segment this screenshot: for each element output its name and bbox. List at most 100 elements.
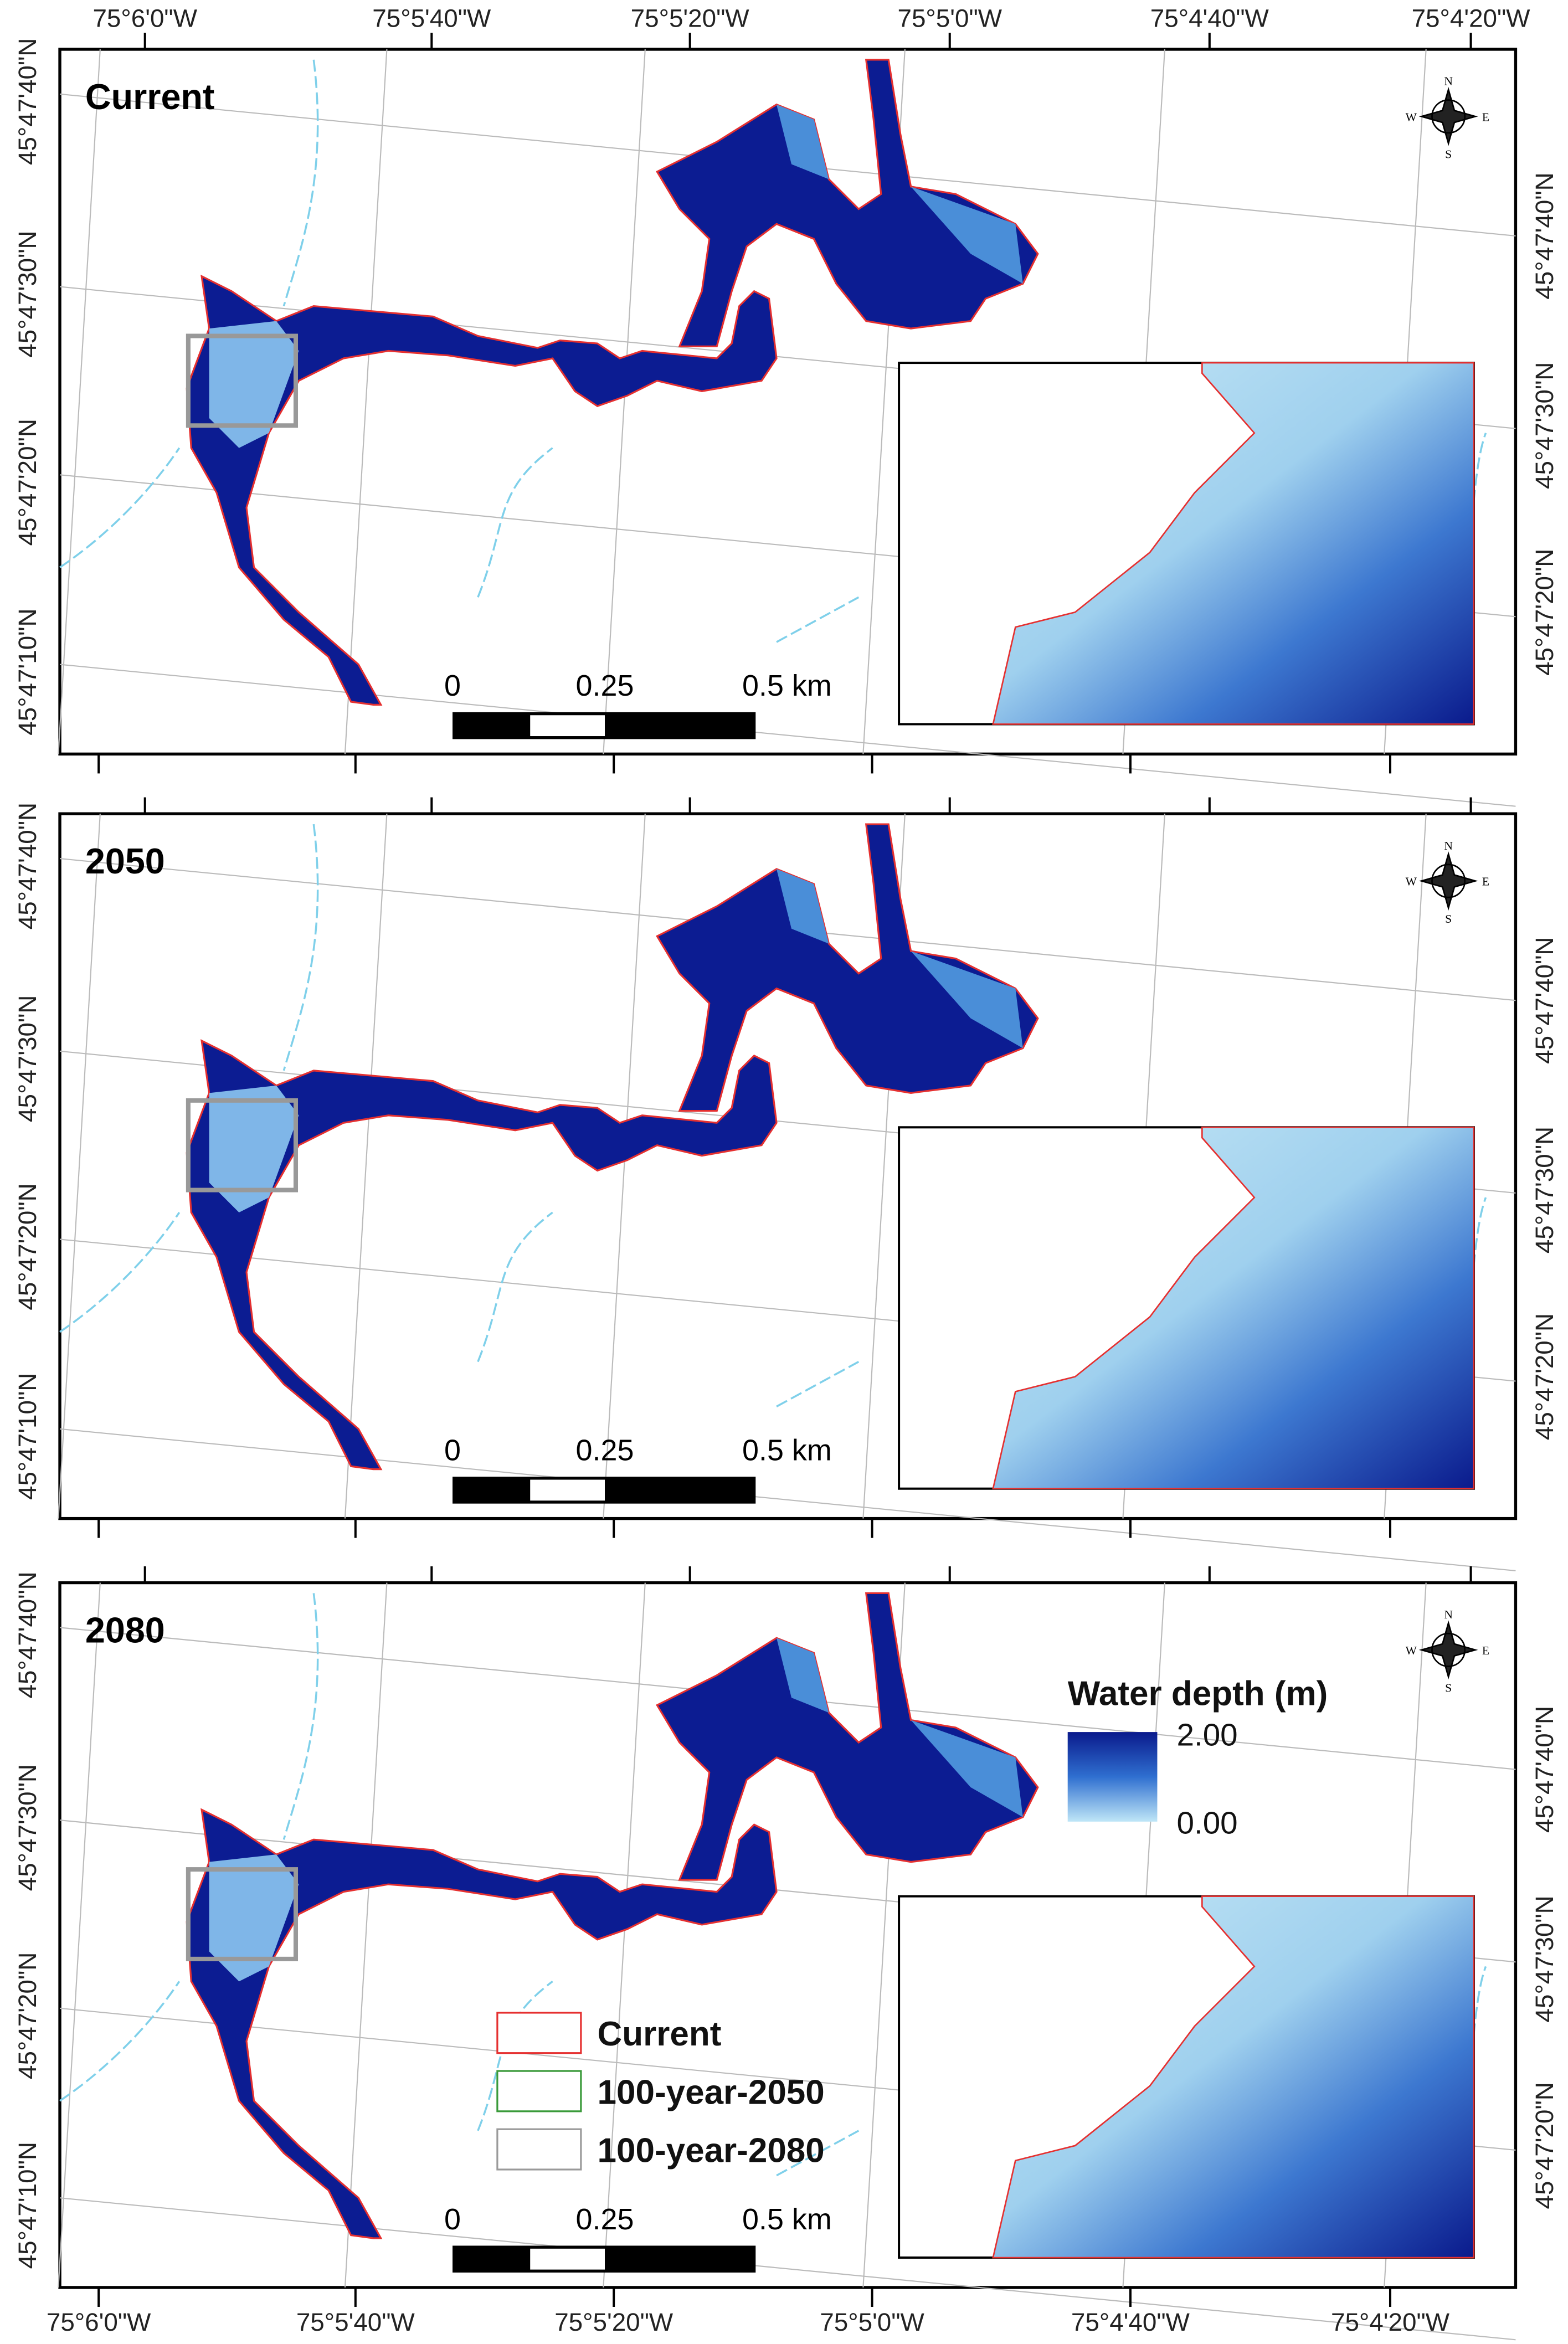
lat-label: 45°47'20"N — [1530, 549, 1559, 676]
compass-w: W — [1406, 1644, 1417, 1657]
graticule — [344, 814, 388, 1519]
map-panel: 0 0.25 0.5 km 2050 N S E W 45°47'40"N 45°47'30"N 4… — [13, 797, 1559, 1572]
lon-label: 75°5'40"W — [296, 2308, 415, 2336]
legend-label: 100-year-2050 — [598, 2073, 825, 2111]
lat-label: 45°47'20"N — [13, 419, 42, 546]
legend-swatch — [496, 2012, 582, 2054]
compass-ring — [1431, 863, 1466, 898]
compass-s: S — [1445, 912, 1452, 926]
graticule — [59, 1428, 1516, 1572]
colorbar — [1067, 1732, 1158, 1822]
lat-label: 45°47'20"N — [13, 1952, 42, 2079]
colorbar-max: 2.00 — [1176, 1717, 1237, 1752]
scale-label: 0 — [444, 1433, 461, 1467]
lon-label: 75°5'20"W — [554, 2308, 674, 2336]
compass-ring — [1431, 1632, 1466, 1667]
lat-label: 45°47'40"N — [13, 803, 42, 929]
scale-label: 0.5 km — [742, 669, 832, 702]
lon-label: 75°4'20"W — [1412, 4, 1531, 33]
lon-label: 75°5'0"W — [897, 4, 1002, 33]
lat-label: 45°47'20"N — [1530, 1313, 1559, 1440]
lon-label: 75°4'40"W — [1150, 4, 1269, 33]
lat-label: 45°47'10"N — [13, 608, 42, 735]
lon-label: 75°5'0"W — [820, 2308, 924, 2336]
compass-e: E — [1482, 875, 1489, 888]
legend-label: 100-year-2080 — [598, 2132, 825, 2170]
legend-swatch — [496, 2070, 582, 2112]
compass-n: N — [1444, 839, 1453, 852]
compass-w: W — [1406, 875, 1417, 888]
compass-rose — [1418, 1620, 1478, 1680]
colorbar-min: 0.00 — [1176, 1805, 1237, 1840]
panel-title: 2080 — [85, 1610, 165, 1650]
lat-label: 45°47'40"N — [1530, 172, 1559, 299]
lat-label: 45°47'10"N — [13, 1373, 42, 1500]
scale-bar — [530, 715, 605, 737]
compass: N S E W — [1406, 1608, 1490, 1694]
compass-rose — [1418, 86, 1478, 146]
map-panel: 0 0.25 0.5 km Current N S E W 45°47'40"N 45°47'30… — [13, 4, 1559, 807]
lat-label: 45°47'40"N — [1530, 937, 1559, 1064]
lon-label: 75°5'20"W — [631, 4, 750, 33]
inset-box — [186, 333, 299, 428]
lat-label: 45°47'30"N — [1530, 1127, 1559, 1253]
lat-label: 45°47'20"N — [13, 1183, 42, 1310]
compass-rose — [1418, 851, 1478, 911]
compass-n: N — [1444, 75, 1453, 88]
graticule — [58, 814, 101, 1519]
lat-label: 45°47'10"N — [13, 2142, 42, 2269]
scale-label: 0.5 km — [742, 2203, 832, 2236]
compass-e: E — [1482, 1644, 1489, 1657]
compass: N S E W — [1406, 839, 1490, 926]
compass-s: S — [1445, 148, 1452, 161]
lat-label: 45°47'20"N — [1530, 2082, 1559, 2209]
lon-label: 75°6'0"W — [92, 4, 197, 33]
lon-label: 75°5'40"W — [372, 4, 491, 33]
legend-swatch — [496, 2128, 582, 2171]
graticule — [58, 1582, 101, 2288]
graticule — [603, 814, 646, 1519]
scale-label: 0.5 km — [742, 1433, 832, 1467]
panel-title: 2050 — [85, 841, 165, 881]
scale-label: 0.25 — [576, 2203, 634, 2236]
panel-title: Current — [85, 76, 215, 117]
compass-e: E — [1482, 110, 1489, 124]
compass: N S E W — [1406, 75, 1490, 161]
lat-label: 45°47'30"N — [1530, 1895, 1559, 2022]
compass-n: N — [1444, 1608, 1453, 1621]
scale-label: 0 — [444, 669, 461, 702]
map-panel: 0 0.25 0.5 km 2080 N S E W 45°47'40"N 45°47'30"N 4… — [13, 1566, 1559, 2341]
scale-label: 0.25 — [576, 669, 634, 702]
graticule — [344, 1582, 388, 2288]
inset-water — [992, 1895, 1475, 2259]
lat-label: 45°47'40"N — [13, 38, 42, 165]
lat-label: 45°47'30"N — [13, 1764, 42, 1891]
lat-label: 45°47'30"N — [13, 995, 42, 1122]
scale-bar — [530, 2248, 605, 2270]
colorbar-title: Water depth (m) — [1068, 1675, 1328, 1713]
graticule — [59, 664, 1516, 807]
compass-s: S — [1445, 1681, 1452, 1694]
graticule — [603, 1582, 646, 2288]
graticule — [344, 49, 388, 754]
lon-label: 75°4'20"W — [1331, 2308, 1450, 2336]
inset-box — [186, 1867, 299, 1961]
compass-ring — [1431, 99, 1466, 134]
scale-label: 0.25 — [576, 1433, 634, 1467]
lon-label: 75°4'40"W — [1071, 2308, 1190, 2336]
compass-w: W — [1406, 110, 1417, 124]
scale-bar — [530, 1479, 605, 1501]
stream — [59, 59, 1487, 703]
lat-label: 45°47'30"N — [1530, 362, 1559, 489]
scale-label: 0 — [444, 2203, 461, 2236]
inset-water — [992, 1126, 1475, 1490]
graticule — [603, 49, 646, 754]
legend-label: Current — [598, 2015, 722, 2053]
lat-label: 45°47'30"N — [13, 230, 42, 357]
stream — [59, 824, 1487, 1467]
graticule — [58, 49, 101, 754]
inset-water — [992, 362, 1475, 725]
lon-label: 75°6'0"W — [47, 2308, 151, 2336]
